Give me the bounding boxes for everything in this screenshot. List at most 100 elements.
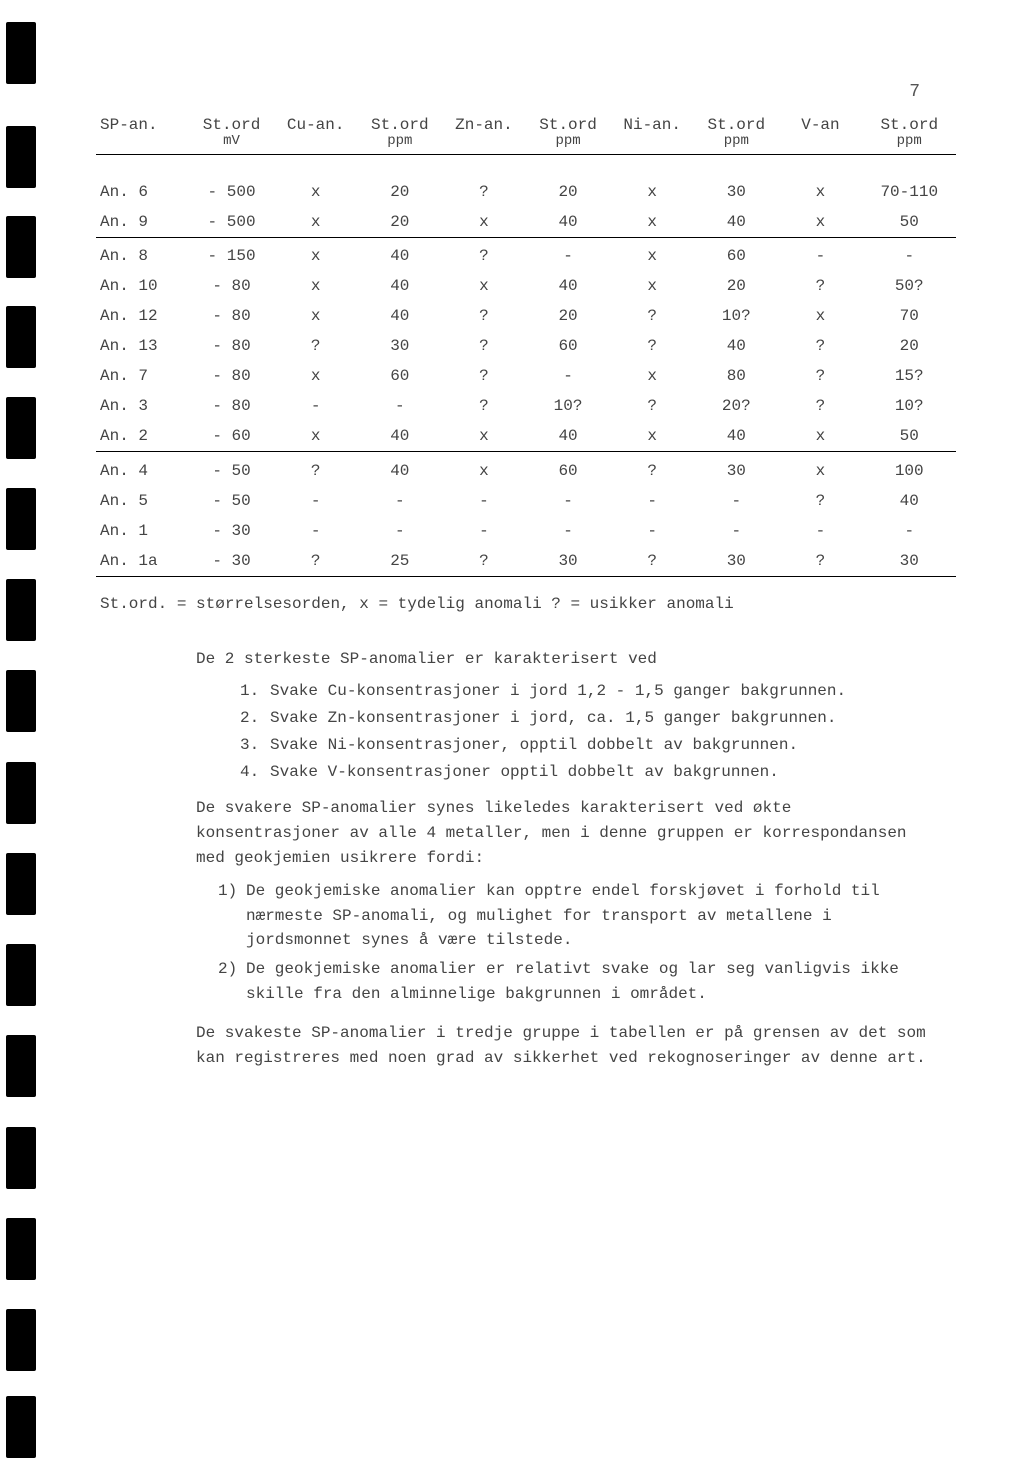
table-cell: 100 bbox=[862, 456, 956, 486]
table-cell: x bbox=[610, 271, 694, 301]
table-cell: ? bbox=[778, 361, 862, 391]
table-cell: 60 bbox=[526, 331, 610, 361]
data-table: SP-an.St.ordmVCu-an.St.ordppmZn-an.St.or… bbox=[96, 110, 956, 577]
table-cell: - 60 bbox=[189, 421, 273, 452]
binding-mark bbox=[6, 216, 36, 278]
table-cell: - bbox=[526, 241, 610, 271]
table-cell: 30 bbox=[862, 546, 956, 577]
table-header-cell: St.ordmV bbox=[189, 110, 273, 155]
table-cell: 40 bbox=[358, 456, 442, 486]
table-cell: x bbox=[442, 271, 526, 301]
table-cell: - 30 bbox=[189, 546, 273, 577]
table-row: An. 7- 80x60?-x80?15? bbox=[96, 361, 956, 391]
table-cell: 20 bbox=[694, 271, 778, 301]
table-cell: 40 bbox=[526, 207, 610, 238]
table-cell: x bbox=[442, 207, 526, 238]
list-number: 2. bbox=[240, 706, 270, 731]
list-characteristics: 1.Svake Cu-konsentrasjoner i jord 1,2 - … bbox=[240, 679, 928, 784]
table-cell: 20 bbox=[862, 331, 956, 361]
binding-mark bbox=[6, 853, 36, 915]
table-cell: x bbox=[610, 177, 694, 207]
table-cell: - bbox=[610, 486, 694, 516]
list-number: 1) bbox=[218, 879, 246, 904]
table-cell: An. 1 bbox=[96, 516, 189, 546]
table-cell: - bbox=[862, 516, 956, 546]
table-cell: An. 7 bbox=[96, 361, 189, 391]
table-cell: 20 bbox=[358, 207, 442, 238]
table-cell: ? bbox=[442, 361, 526, 391]
table-cell: ? bbox=[442, 331, 526, 361]
table-cell: 10? bbox=[694, 301, 778, 331]
table-header-cell: Ni-an. bbox=[610, 110, 694, 155]
binding-mark bbox=[6, 126, 36, 188]
table-cell: An. 13 bbox=[96, 331, 189, 361]
table-row: An. 12- 80x40?20?10?x70 bbox=[96, 301, 956, 331]
table-cell: An. 4 bbox=[96, 456, 189, 486]
table-cell: 50? bbox=[862, 271, 956, 301]
table-cell: - 500 bbox=[189, 177, 273, 207]
table-cell: 20 bbox=[526, 177, 610, 207]
list-item: 4.Svake V-konsentrasjoner opptil dobbelt… bbox=[240, 760, 928, 785]
table-header-cell: Cu-an. bbox=[274, 110, 358, 155]
list-number: 2) bbox=[218, 957, 246, 982]
binding-mark bbox=[6, 22, 36, 84]
list-text: Svake V-konsentrasjoner opptil dobbelt a… bbox=[270, 763, 779, 781]
table-cell: - bbox=[862, 241, 956, 271]
table-cell: - bbox=[778, 241, 862, 271]
table-cell: 40 bbox=[694, 421, 778, 452]
table-cell: 40 bbox=[694, 207, 778, 238]
table-cell: ? bbox=[274, 546, 358, 577]
table-row: An. 2- 60x40x40x40x50 bbox=[96, 421, 956, 452]
table-cell: - bbox=[694, 516, 778, 546]
list-text: Svake Zn-konsentrasjoner i jord, ca. 1,5… bbox=[270, 709, 837, 727]
table-cell: x bbox=[778, 456, 862, 486]
binding-mark bbox=[6, 1127, 36, 1189]
header-top: St.ord bbox=[880, 116, 938, 134]
binding-mark bbox=[6, 1218, 36, 1280]
list-reasons: 1)De geokjemiske anomalier kan opptre en… bbox=[218, 879, 928, 1007]
list-number: 3. bbox=[240, 733, 270, 758]
table-cell: x bbox=[274, 271, 358, 301]
table-cell: An. 10 bbox=[96, 271, 189, 301]
table-cell: An. 1a bbox=[96, 546, 189, 577]
table-legend: St.ord. = størrelsesorden, x = tydelig a… bbox=[96, 595, 956, 613]
table-cell: 25 bbox=[358, 546, 442, 577]
table-cell: - bbox=[526, 516, 610, 546]
table-cell: - 80 bbox=[189, 271, 273, 301]
table-cell: 60 bbox=[526, 456, 610, 486]
header-sub: mV bbox=[193, 134, 269, 148]
table-cell: 40 bbox=[862, 486, 956, 516]
table-cell: - bbox=[358, 486, 442, 516]
table-cell: - 80 bbox=[189, 361, 273, 391]
table-header-cell: St.ordppm bbox=[862, 110, 956, 155]
table-cell: x bbox=[274, 301, 358, 331]
table-header-row: SP-an.St.ordmVCu-an.St.ordppmZn-an.St.or… bbox=[96, 110, 956, 155]
table-cell: 30 bbox=[358, 331, 442, 361]
binding-mark bbox=[6, 1396, 36, 1458]
intro-para: De 2 sterkeste SP-anomalier er karakteri… bbox=[196, 647, 928, 672]
para-weakest: De svakeste SP-anomalier i tredje gruppe… bbox=[196, 1021, 928, 1071]
table-cell: - 80 bbox=[189, 391, 273, 421]
table-cell: x bbox=[274, 207, 358, 238]
table-cell: x bbox=[274, 361, 358, 391]
list-text: De geokjemiske anomalier er relativt sva… bbox=[246, 957, 924, 1007]
table-cell: 15? bbox=[862, 361, 956, 391]
table-cell: 20? bbox=[694, 391, 778, 421]
table-cell: ? bbox=[778, 271, 862, 301]
table-row: An. 5- 50------?40 bbox=[96, 486, 956, 516]
table-cell: 10? bbox=[526, 391, 610, 421]
header-top: SP-an. bbox=[100, 116, 158, 134]
table-cell: ? bbox=[442, 546, 526, 577]
table-cell: x bbox=[274, 177, 358, 207]
binding-mark bbox=[6, 579, 36, 641]
table-cell: 30 bbox=[694, 546, 778, 577]
header-top: St.ord bbox=[539, 116, 597, 134]
table-cell: An. 6 bbox=[96, 177, 189, 207]
table-row: An. 4- 50?40x60?30x100 bbox=[96, 456, 956, 486]
table-cell: - 50 bbox=[189, 456, 273, 486]
table-cell: 40 bbox=[358, 421, 442, 452]
table-header-cell: V-an bbox=[778, 110, 862, 155]
table-cell: 20 bbox=[358, 177, 442, 207]
table-row: An. 13- 80?30?60?40?20 bbox=[96, 331, 956, 361]
table-cell: 20 bbox=[526, 301, 610, 331]
